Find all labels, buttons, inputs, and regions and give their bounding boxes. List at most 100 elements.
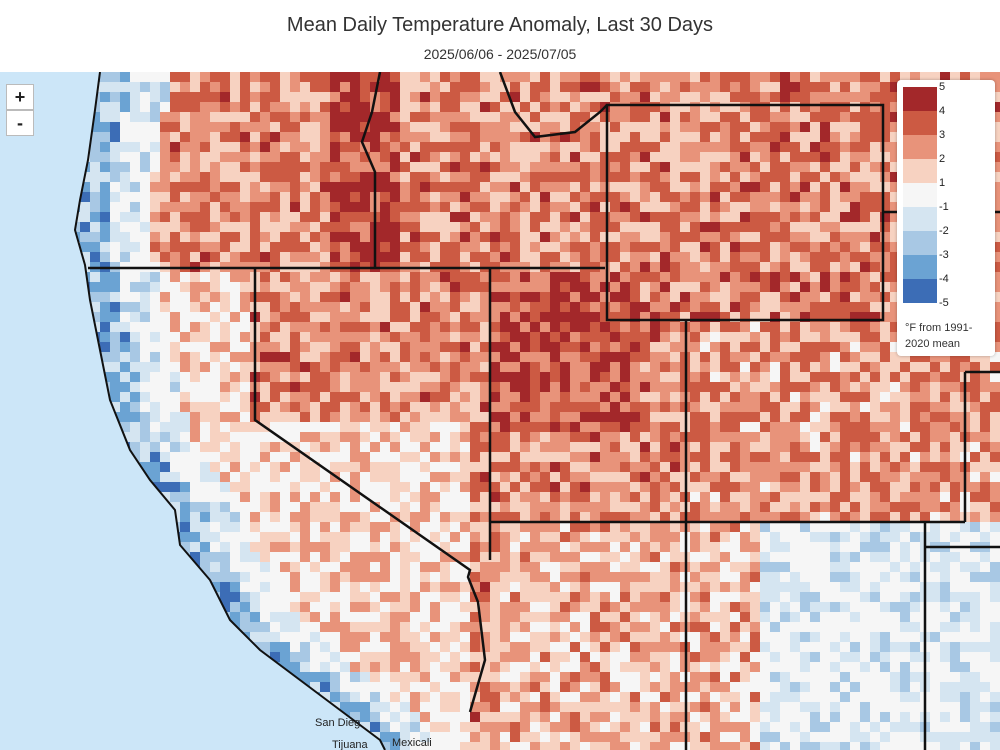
anomaly-cell: [810, 352, 820, 362]
anomaly-cell: [930, 392, 940, 402]
anomaly-cell: [700, 542, 710, 552]
anomaly-cell: [230, 362, 240, 372]
anomaly-cell: [800, 152, 810, 162]
anomaly-cell: [860, 432, 870, 442]
anomaly-cell: [420, 592, 430, 602]
anomaly-cell: [980, 72, 990, 82]
anomaly-cell: [510, 592, 520, 602]
anomaly-cell: [450, 352, 460, 362]
anomaly-cell: [890, 82, 900, 92]
anomaly-cell: [850, 122, 860, 132]
anomaly-cell: [590, 412, 600, 422]
anomaly-cell: [150, 392, 160, 402]
anomaly-cell: [570, 472, 580, 482]
anomaly-cell: [640, 462, 650, 472]
anomaly-cell: [630, 562, 640, 572]
anomaly-cell: [360, 572, 370, 582]
anomaly-cell: [780, 152, 790, 162]
anomaly-cell: [690, 502, 700, 512]
anomaly-cell: [290, 162, 300, 172]
anomaly-cell: [160, 352, 170, 362]
anomaly-cell: [200, 182, 210, 192]
anomaly-cell: [330, 312, 340, 322]
anomaly-cell: [650, 292, 660, 302]
anomaly-cell: [200, 142, 210, 152]
anomaly-cell: [620, 72, 630, 82]
anomaly-cell: [860, 522, 870, 532]
anomaly-cell: [420, 552, 430, 562]
anomaly-cell: [690, 102, 700, 112]
anomaly-cell: [400, 242, 410, 252]
anomaly-cell: [220, 492, 230, 502]
anomaly-cell: [870, 462, 880, 472]
anomaly-cell: [170, 112, 180, 122]
anomaly-cell: [990, 172, 1000, 182]
anomaly-cell: [660, 402, 670, 412]
anomaly-cell: [520, 312, 530, 322]
anomaly-cell: [460, 92, 470, 102]
anomaly-cell: [170, 142, 180, 152]
anomaly-cell: [920, 452, 930, 462]
anomaly-cell: [350, 582, 360, 592]
anomaly-cell: [410, 512, 420, 522]
anomaly-cell: [850, 142, 860, 152]
anomaly-cell: [470, 502, 480, 512]
anomaly-cell: [690, 362, 700, 372]
anomaly-cell: [820, 422, 830, 432]
anomaly-cell: [580, 202, 590, 212]
anomaly-cell: [690, 552, 700, 562]
anomaly-cell: [230, 212, 240, 222]
anomaly-cell: [530, 432, 540, 442]
anomaly-cell: [990, 362, 1000, 372]
anomaly-cell: [720, 362, 730, 372]
anomaly-cell: [730, 82, 740, 92]
anomaly-cell: [130, 372, 140, 382]
anomaly-cell: [440, 392, 450, 402]
anomaly-cell: [880, 512, 890, 522]
anomaly-cell: [340, 402, 350, 412]
anomaly-cell: [540, 272, 550, 282]
anomaly-cell: [400, 402, 410, 412]
anomaly-cell: [470, 222, 480, 232]
anomaly-cell: [130, 312, 140, 322]
anomaly-cell: [240, 152, 250, 162]
anomaly-cell: [280, 552, 290, 562]
anomaly-cell: [170, 422, 180, 432]
anomaly-cell: [520, 212, 530, 222]
anomaly-cell: [720, 512, 730, 522]
anomaly-cell: [420, 172, 430, 182]
anomaly-cell: [590, 232, 600, 242]
anomaly-cell: [300, 572, 310, 582]
anomaly-cell: [890, 222, 900, 232]
anomaly-cell: [820, 342, 830, 352]
anomaly-cell: [560, 362, 570, 372]
anomaly-cell: [800, 162, 810, 172]
anomaly-cell: [510, 272, 520, 282]
anomaly-cell: [760, 152, 770, 162]
anomaly-cell: [120, 322, 130, 332]
anomaly-cell: [550, 562, 560, 572]
anomaly-cell: [340, 422, 350, 432]
anomaly-cell: [560, 222, 570, 232]
anomaly-cell: [700, 272, 710, 282]
anomaly-cell: [680, 142, 690, 152]
anomaly-cell: [510, 392, 520, 402]
anomaly-cell: [220, 282, 230, 292]
anomaly-cell: [970, 572, 980, 582]
anomaly-cell: [630, 272, 640, 282]
anomaly-cell: [220, 212, 230, 222]
anomaly-cell: [520, 272, 530, 282]
anomaly-cell: [850, 172, 860, 182]
anomaly-cell: [300, 192, 310, 202]
anomaly-cell: [560, 172, 570, 182]
anomaly-cell: [190, 502, 200, 512]
anomaly-cell: [490, 142, 500, 152]
anomaly-cell: [550, 132, 560, 142]
anomaly-cell: [690, 482, 700, 492]
anomaly-cell: [940, 482, 950, 492]
anomaly-cell: [530, 312, 540, 322]
anomaly-cell: [610, 542, 620, 552]
anomaly-cell: [760, 392, 770, 402]
anomaly-cell: [140, 232, 150, 242]
anomaly-cell: [860, 82, 870, 92]
